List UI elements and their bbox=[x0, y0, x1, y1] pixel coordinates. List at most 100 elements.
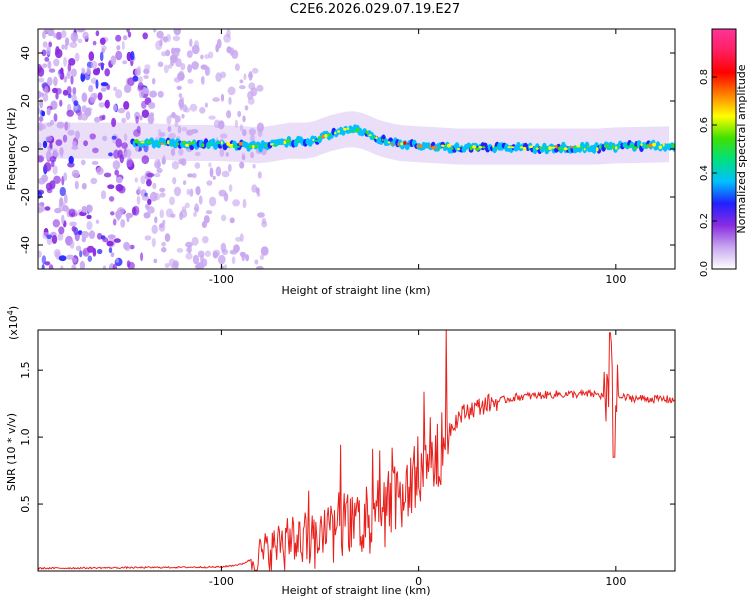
spectrogram-noise-cell bbox=[98, 62, 105, 67]
spectrogram-noise-cell bbox=[104, 101, 108, 107]
spectrogram-noise-cell bbox=[119, 154, 125, 164]
spectrogram-noise-cell bbox=[42, 93, 49, 102]
spectrogram-noise-cell bbox=[111, 117, 117, 128]
spectrogram-peak-cell bbox=[555, 144, 558, 149]
spectrogram-noise-cell bbox=[113, 149, 120, 159]
spectrogram-y-axis-label: Frequency (Hz) bbox=[5, 108, 18, 191]
spectrogram-noise-cell bbox=[126, 29, 130, 33]
spectrogram-noise-cell bbox=[113, 86, 118, 92]
spectrogram-noise-cell bbox=[123, 84, 132, 93]
spectrogram-noise-cell bbox=[111, 135, 117, 140]
spectrogram-x-axis-label: Height of straight line (km) bbox=[281, 284, 430, 297]
spectrogram-noise-cell bbox=[172, 261, 179, 268]
spectrogram-noise-cell bbox=[71, 264, 77, 269]
spectrogram-noise-cell bbox=[69, 41, 78, 49]
spectrogram-peak-cell bbox=[349, 130, 353, 133]
spectrogram-noise-cell bbox=[247, 97, 255, 105]
spectrogram-x-tick-label: 100 bbox=[605, 273, 626, 286]
spectrogram-peak-cell bbox=[167, 140, 170, 145]
spectrogram-noise-cell bbox=[177, 125, 182, 134]
spectrogram-noise-cell bbox=[126, 159, 134, 169]
spectrogram-noise-cell bbox=[137, 186, 141, 195]
spectrogram-noise-cell bbox=[71, 169, 80, 178]
spectrogram-peak-cell bbox=[147, 140, 152, 144]
spectrogram-peak-cell bbox=[469, 146, 473, 151]
spectrogram-noise-cell bbox=[177, 72, 185, 81]
spectrogram-noise-cell bbox=[195, 186, 201, 196]
snr-y-multiplier-close: ) bbox=[7, 306, 20, 310]
spectrogram-noise-cell bbox=[220, 133, 228, 139]
spectrogram-noise-cell bbox=[123, 133, 128, 141]
spectrogram-noise-cell bbox=[125, 111, 131, 120]
spectrogram-noise-cell bbox=[167, 125, 172, 133]
spectrogram-peak-cell bbox=[646, 144, 650, 149]
spectrogram-noise-cell bbox=[67, 129, 75, 136]
spectrogram-peak-cell bbox=[596, 147, 599, 152]
spectrogram-noise-cell bbox=[239, 233, 244, 242]
spectrogram-noise-cell bbox=[193, 206, 199, 212]
spectrogram-noise-cell bbox=[186, 188, 190, 196]
spectrogram-noise-cell bbox=[86, 214, 92, 220]
spectrogram-peak-cell bbox=[163, 142, 167, 146]
spectrogram-noise-cell bbox=[254, 259, 259, 265]
spectrogram-peak-cell bbox=[539, 146, 542, 149]
spectrogram-noise-cell bbox=[49, 156, 57, 163]
spectrogram-noise-cell bbox=[75, 245, 82, 252]
spectrogram-noise-cell bbox=[154, 216, 158, 224]
colorbar-bar bbox=[711, 28, 737, 270]
spectrogram-noise-cell bbox=[184, 202, 190, 209]
snr-frame bbox=[37, 329, 676, 572]
spectrogram-noise-cell bbox=[80, 159, 86, 166]
spectrogram-noise-cell bbox=[218, 254, 226, 265]
spectrogram-noise-cell bbox=[238, 85, 246, 90]
spectrogram-noise-cell bbox=[46, 234, 52, 240]
spectrogram-noise-cell bbox=[140, 175, 146, 185]
spectrogram-peak-cell bbox=[170, 143, 173, 147]
spectrogram-noise-cell bbox=[112, 263, 118, 269]
spectrogram-peak-cell bbox=[629, 143, 635, 148]
spectrogram-noise-cell bbox=[141, 109, 150, 118]
spectrogram-noise-cell bbox=[90, 177, 98, 185]
spectrogram-noise-cell bbox=[228, 184, 233, 192]
spectrogram-noise-cell bbox=[68, 58, 76, 66]
spectrogram-noise-cell bbox=[96, 67, 101, 74]
spectrogram-noise-cell bbox=[174, 115, 181, 123]
spectrogram-noise-cell bbox=[191, 61, 199, 70]
spectrogram-noise-cell bbox=[178, 93, 183, 98]
spectrogram-noise-cell bbox=[46, 187, 53, 194]
spectrogram-panel: -100 100 -40 -20 0 20 40 Height of straight li… bbox=[5, 28, 676, 297]
spectrogram-peak-cell bbox=[519, 146, 524, 149]
spectrogram-noise-cell bbox=[101, 45, 107, 51]
spectrogram-y-tick-label: -40 bbox=[19, 236, 32, 254]
spectrogram-noise-cell bbox=[57, 70, 61, 77]
spectrogram-noise-cell bbox=[189, 38, 193, 47]
spectrogram-noise-cell bbox=[53, 248, 61, 258]
spectrogram-noise-cell bbox=[118, 185, 126, 194]
spectrogram-noise-cell bbox=[212, 175, 216, 180]
spectrogram-noise-cell bbox=[221, 170, 230, 178]
spectrogram-noise-cell bbox=[102, 265, 107, 269]
spectrogram-noise-cell bbox=[157, 61, 164, 68]
spectrogram-noise-cell bbox=[124, 243, 131, 252]
spectrogram-noise-cell bbox=[260, 246, 269, 256]
spectrogram-noise-cell bbox=[47, 60, 52, 69]
spectrogram-noise-cell bbox=[208, 115, 216, 120]
spectrogram-peak-cell bbox=[138, 141, 141, 146]
spectrogram-noise-cell bbox=[248, 82, 256, 90]
spectrogram-noise-cell bbox=[179, 102, 184, 111]
spectrogram-noise-cell bbox=[173, 29, 181, 36]
spectrogram-noise-cell bbox=[108, 196, 115, 202]
spectrogram-noise-cell bbox=[234, 63, 240, 71]
spectrogram-noise-cell bbox=[48, 264, 54, 269]
spectrogram-peak-cell bbox=[283, 140, 287, 145]
spectrogram-noise-cell bbox=[223, 33, 231, 43]
spectrogram-noise-cell bbox=[42, 63, 48, 68]
spectrogram-noise-cell bbox=[185, 241, 193, 248]
spectrogram-noise-cell bbox=[186, 50, 193, 58]
spectrogram-noise-cell bbox=[120, 219, 126, 228]
spectrogram-noise-cell bbox=[94, 116, 101, 123]
spectrogram-noise-cell bbox=[243, 73, 247, 81]
spectrogram-noise-cell bbox=[53, 33, 57, 39]
snr-ticks: -100 0 100 0.5 1.0 1.5 bbox=[19, 330, 675, 588]
spectrogram-noise-cell bbox=[102, 237, 109, 243]
